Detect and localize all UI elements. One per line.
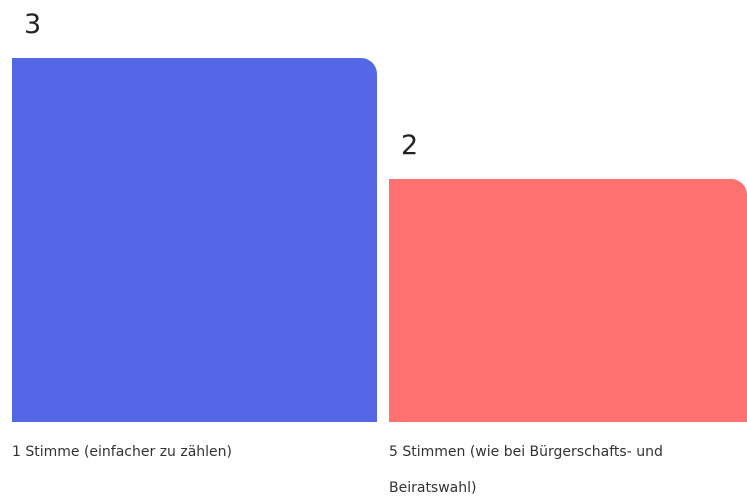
category-label: 1 Stimme (einfacher zu zählen) xyxy=(12,444,233,460)
value-label: 2 xyxy=(401,130,419,162)
value-label: 3 xyxy=(24,9,42,40)
bar xyxy=(389,179,747,422)
category-label: 5 Stimmen (wie bei Bürgerschafts- und Be… xyxy=(389,444,663,496)
bar xyxy=(12,58,377,422)
